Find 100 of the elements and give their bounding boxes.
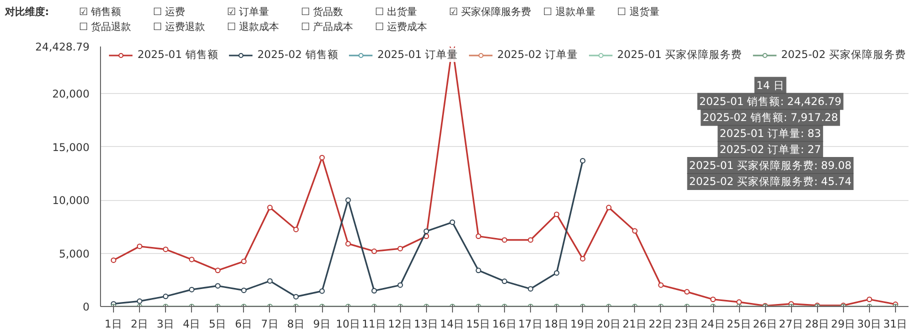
point [424, 228, 430, 234]
point [580, 256, 586, 262]
x-tick-label: 15日 [466, 318, 491, 330]
point [188, 256, 194, 262]
y-tick-label: 15,000 [52, 140, 90, 154]
point [267, 278, 273, 284]
x-tick-label: 3日 [156, 318, 175, 330]
text: ☐ 运费成本 [375, 20, 428, 35]
point [580, 158, 586, 164]
x-tick-label: 7日 [261, 318, 279, 330]
x-tick-label: 9日 [313, 318, 331, 330]
text: ☐ 退款单量 [543, 6, 596, 20]
text: ☐ 退款成本 [227, 20, 280, 35]
point [632, 228, 638, 234]
legend-label: 2025-02 买家保障服务费 [781, 48, 906, 62]
annotation: 2025-02 销售额: 7,917.28 [702, 110, 838, 124]
x-tick-label: 10日 [336, 318, 360, 330]
x-tick-label: 22日 [648, 318, 674, 330]
text: ☐ 货品数 [301, 6, 344, 20]
x-tick-label: 30日 [857, 318, 882, 330]
y-tick-label: 0 [82, 300, 90, 314]
text: ☑ 销售额 [79, 6, 122, 20]
point [345, 197, 351, 203]
point [162, 246, 168, 252]
point [397, 246, 403, 252]
point [866, 296, 872, 302]
x-tick-label: 27日 [778, 318, 804, 330]
text: ☐ 运费退款 [153, 20, 206, 35]
annotation: 2025-01 订单量: 83 [720, 126, 822, 140]
point [502, 278, 508, 284]
point [267, 204, 273, 210]
x-tick-label: 26日 [752, 318, 778, 330]
annotation: 14 日 [756, 78, 784, 92]
point [293, 294, 299, 300]
point [554, 270, 560, 276]
x-tick-label: 31日 [883, 318, 908, 330]
point [684, 289, 690, 295]
x-tick-label: 28日 [804, 318, 830, 330]
point [502, 237, 508, 243]
point [215, 268, 221, 274]
legend-label: 2025-02 订单量 [497, 48, 578, 62]
text: ☐ 退货量 [617, 6, 660, 20]
x-tick-label: 20日 [596, 318, 622, 330]
text: ☐ 出货量 [375, 6, 418, 20]
legend-label: 2025-01 买家保障服务费 [617, 48, 742, 62]
annotation: 2025-01 销售额: 24,426.79 [699, 94, 842, 108]
point [136, 298, 142, 304]
point [241, 258, 247, 264]
text: 对比维度: [5, 5, 50, 20]
text: ☐ 产品成本 [301, 20, 354, 35]
legend-label: 2025-02 销售额 [257, 48, 338, 62]
point [476, 268, 482, 274]
point [658, 282, 664, 288]
x-tick-label: 19日 [570, 318, 595, 330]
text: ☐ 运费 [153, 6, 186, 20]
x-tick-label: 11日 [362, 318, 386, 330]
x-tick-label: 23日 [674, 318, 700, 330]
x-tick-label: 29日 [831, 318, 856, 330]
point [736, 299, 742, 305]
x-tick-label: 1日 [104, 318, 122, 330]
legend-label: 2025-01 销售额 [137, 48, 218, 62]
point [371, 288, 377, 294]
x-tick-label: 21日 [622, 318, 648, 330]
x-tick-label: 16日 [492, 318, 517, 330]
text: ☐ 货品退款 [79, 20, 132, 35]
x-tick-label: 18日 [544, 318, 569, 330]
y-tick-label: 5,000 [58, 247, 90, 260]
text: ☑ 订单量 [227, 6, 270, 20]
y-tick-label: 24,428.79 [35, 40, 90, 54]
x-tick-label: 8日 [287, 318, 305, 330]
point [554, 212, 560, 218]
x-tick-label: 12日 [388, 318, 413, 330]
annotation: 2025-02 订单量: 27 [720, 142, 822, 156]
x-tick-label: 6日 [234, 318, 253, 330]
point [319, 154, 325, 160]
point [710, 296, 716, 302]
point [293, 226, 299, 232]
point [215, 283, 221, 289]
point [241, 288, 247, 294]
text: ☑ 买家保障服务费 [449, 6, 532, 20]
point [319, 288, 325, 294]
point [528, 286, 534, 292]
point [345, 240, 351, 246]
y-tick-label: 10,000 [52, 194, 90, 208]
x-tick-label: 13日 [414, 318, 439, 330]
y-tick-label: 20,000 [52, 88, 90, 101]
legend-label: 2025-01 订单量 [377, 48, 458, 62]
point [528, 237, 534, 243]
x-tick-label: 4日 [182, 318, 201, 330]
point [136, 244, 142, 250]
x-tick-label: 17日 [518, 318, 543, 330]
x-tick-label: 5日 [208, 318, 227, 330]
point [397, 282, 403, 288]
point [188, 286, 194, 292]
point [450, 219, 456, 225]
x-tick-label: 24日 [700, 318, 726, 330]
point [162, 294, 168, 300]
annotation: 2025-02 买家保障服务费: 45.74 [689, 174, 852, 188]
point [476, 234, 482, 239]
annotation: 2025-01 买家保障服务费: 89.08 [689, 158, 852, 172]
